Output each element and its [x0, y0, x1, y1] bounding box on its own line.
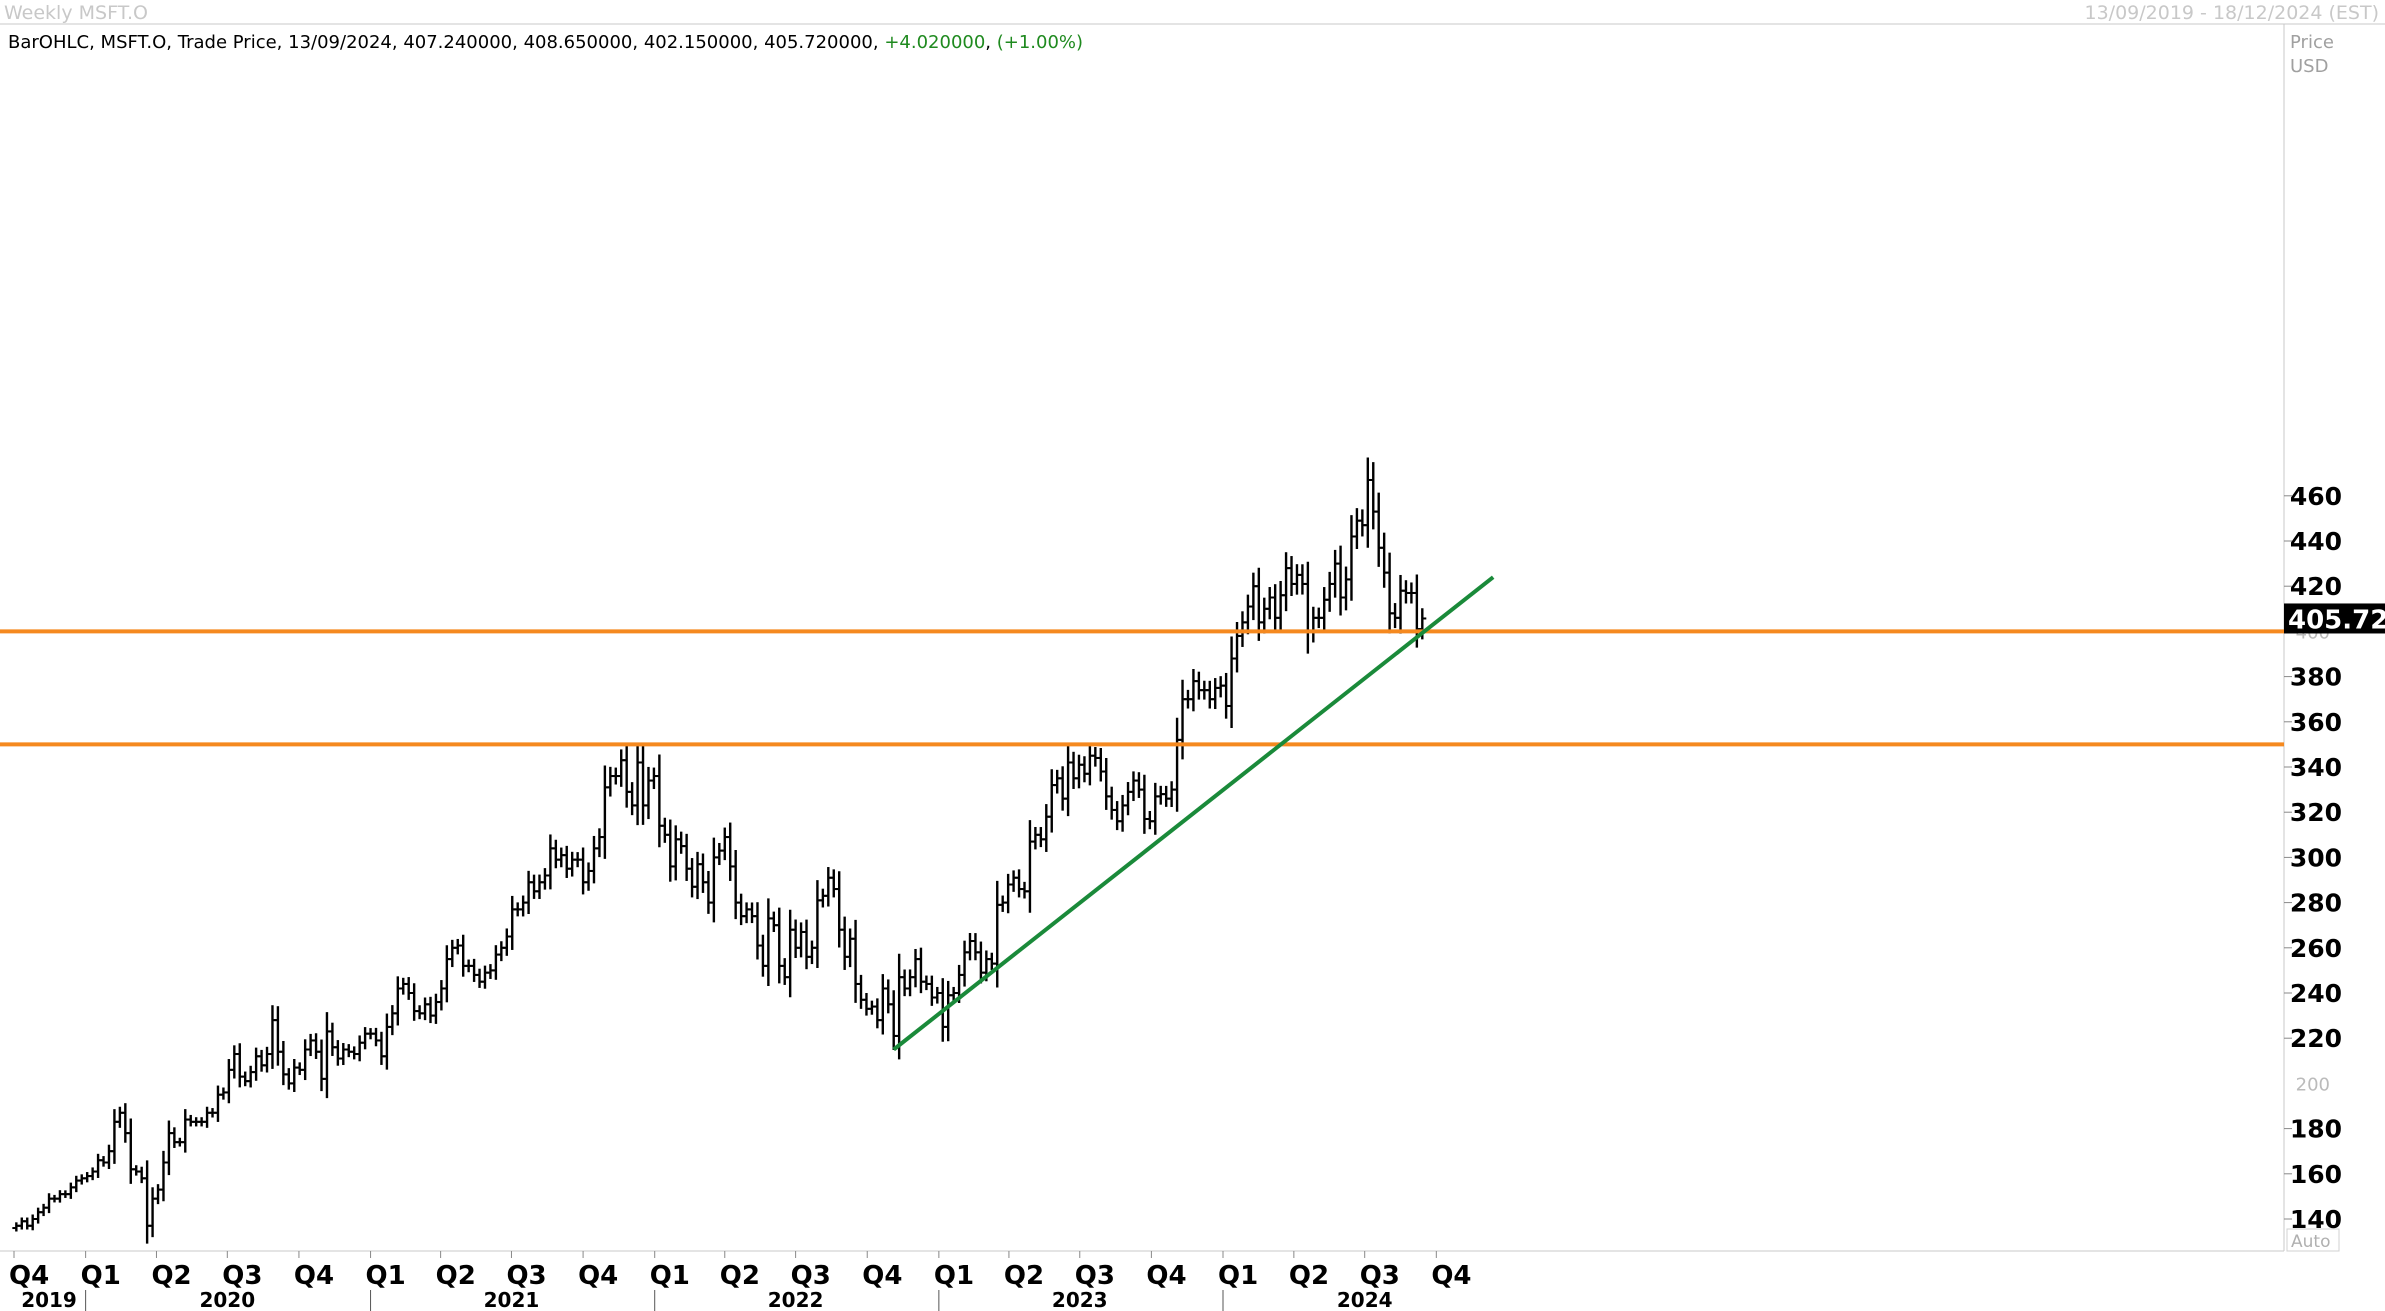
ohlc-legend: BarOHLC, MSFT.O, Trade Price, 13/09/2024…	[8, 32, 1084, 53]
legend-marker: BarOHLC	[8, 32, 90, 53]
x-year-label: 2024	[1337, 1288, 1393, 1311]
x-quarter-label: Q1	[650, 1261, 690, 1291]
trendline	[892, 575, 1495, 1052]
legend-change-pct: (+1.00%)	[996, 32, 1084, 53]
y-tick-label: 340	[2290, 753, 2342, 782]
y-tick-label: 140	[2290, 1205, 2342, 1234]
y-tick-label: 360	[2290, 708, 2342, 737]
last-price-tag: 405.72	[2284, 603, 2385, 635]
legend-change: +4.020000	[884, 32, 986, 53]
x-year-label: 2020	[199, 1288, 255, 1311]
date-range-label: 13/09/2019 - 18/12/2024 (EST)	[2084, 2, 2380, 24]
y-tick-label: 300	[2290, 843, 2342, 872]
y-axis-ticks: 140 160 180 220 240 260 280 300 320 340 360 380 420 4…	[2284, 482, 2342, 1234]
y-tick-label: 220	[2290, 1024, 2342, 1053]
x-quarter-label: Q4	[9, 1261, 49, 1291]
legend-close: 405.720000	[764, 32, 873, 53]
legend-low: 402.150000	[643, 32, 753, 53]
last-price-tag-label: 405.72	[2288, 605, 2385, 635]
legend-symbol: MSFT.O	[100, 32, 167, 53]
last-price-tag-bg	[2284, 603, 2385, 634]
y-tick-label: 420	[2290, 572, 2342, 601]
y-tick-label: 180	[2290, 1115, 2342, 1144]
x-quarter-label: Q2	[1289, 1261, 1329, 1291]
x-quarter-label: Q2	[436, 1261, 476, 1291]
legend-date: 13/09/2024	[288, 32, 392, 53]
legend-high: 408.650000	[523, 32, 633, 53]
y-tick-label: 460	[2290, 482, 2342, 511]
x-quarter-label: Q3	[222, 1261, 262, 1291]
y-tick-label: 240	[2290, 979, 2342, 1008]
y-axis-label-currency: USD	[2290, 56, 2328, 77]
x-quarter-label: Q2	[720, 1261, 760, 1291]
x-quarter-label: Q1	[366, 1261, 406, 1291]
y-tick-label: 260	[2290, 934, 2342, 963]
x-quarter-label: Q3	[1360, 1261, 1400, 1291]
x-quarter-label: Q1	[1218, 1261, 1258, 1291]
x-year-label: 2021	[484, 1288, 540, 1311]
x-quarter-label: Q4	[1431, 1261, 1471, 1291]
x-quarter-label: Q4	[578, 1261, 618, 1291]
y-axis-label-price: Price	[2290, 32, 2334, 53]
y-tick-label: 320	[2290, 798, 2342, 827]
y-tick-label: 280	[2290, 889, 2342, 918]
auto-scale-button[interactable]	[2286, 1228, 2340, 1252]
legend-field: Trade Price	[177, 32, 277, 53]
y-tick-label: 440	[2290, 527, 2342, 556]
legend-open: 407.240000	[403, 32, 513, 53]
x-quarter-label: Q3	[1075, 1261, 1115, 1291]
x-quarter-label: Q3	[506, 1261, 546, 1291]
x-quarter-label: Q4	[294, 1261, 334, 1291]
x-year-label: 2022	[768, 1288, 824, 1311]
x-quarter-label: Q2	[151, 1261, 191, 1291]
x-quarter-label: Q4	[862, 1261, 902, 1291]
x-quarter-label: Q1	[934, 1261, 974, 1291]
annotation-lines	[0, 575, 2284, 1052]
x-quarter-label: Q3	[791, 1261, 831, 1291]
auto-scale-label[interactable]: Auto	[2291, 1232, 2330, 1252]
x-quarter-label: Q2	[1004, 1261, 1044, 1291]
x-year-label: 2023	[1052, 1288, 1108, 1311]
x-axis: Q4 Q1 Q2 Q3 Q4 Q1 Q2 Q3 Q4 Q1 Q2 Q3 Q4 Q1 Q2 Q3 Q4 Q1 Q2 Q3…	[9, 1251, 1472, 1311]
y-tick-label: 200	[2296, 1074, 2330, 1095]
x-quarter-label: Q1	[81, 1261, 121, 1291]
x-quarter-label: Q4	[1146, 1261, 1186, 1291]
y-tick-label: 160	[2290, 1160, 2342, 1189]
chart-title: Weekly MSFT.O	[4, 2, 149, 24]
x-year-label: 2019	[21, 1288, 77, 1311]
y-tick-label: 380	[2290, 663, 2342, 692]
ohlc-bars	[12, 457, 1427, 1244]
